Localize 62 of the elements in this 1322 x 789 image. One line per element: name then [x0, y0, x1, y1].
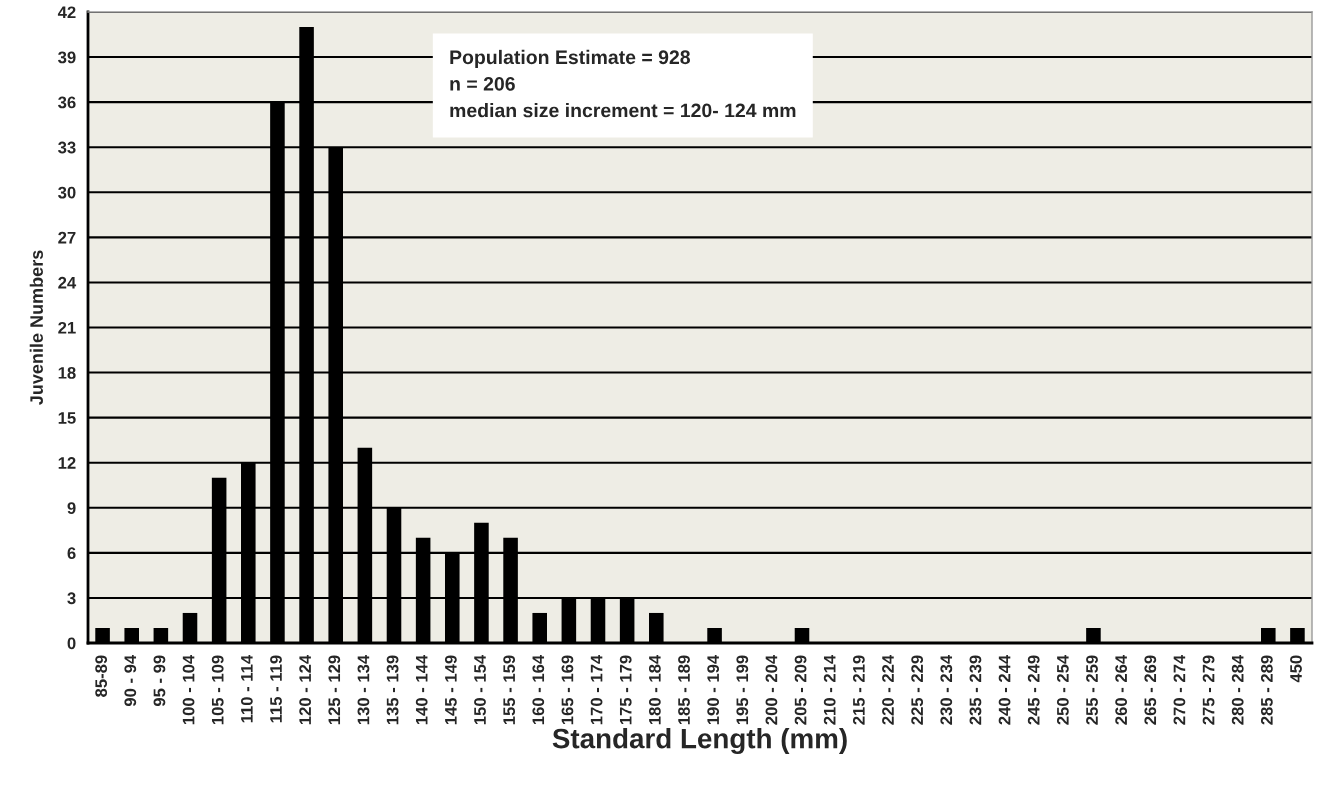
x-tick-label: 120 - 124: [299, 654, 312, 725]
y-tick-label: 30: [58, 186, 76, 199]
x-tick-label: 235 - 239: [969, 655, 982, 725]
x-tick-label: 275 - 279: [1202, 655, 1215, 725]
y-tick-label: 21: [58, 321, 76, 334]
x-tick-label: 195 - 199: [736, 655, 749, 725]
x-tick-label: 135 - 139: [386, 655, 399, 725]
y-tick-label: 24: [58, 276, 77, 289]
y-tick-label: 18: [58, 366, 76, 379]
x-tick-label: 215 - 219: [852, 655, 865, 725]
y-tick-label: 9: [67, 502, 76, 514]
x-tick-label: 220 - 224: [882, 654, 894, 725]
x-tick-label: 250 - 254: [1056, 654, 1069, 725]
annotation: median size increment = 120- 124 mm: [450, 103, 796, 118]
x-tick-label: 265 - 269: [1144, 655, 1157, 725]
x-tick-label: 130 - 134: [357, 654, 370, 725]
x-tick-label: 170 - 174: [590, 654, 603, 725]
y-tick-label: 39: [58, 51, 76, 64]
x-tick-label: 85-89: [95, 655, 108, 697]
x-tick-label: 175 - 179: [619, 655, 632, 725]
x-tick-label: 160 - 164: [532, 654, 545, 725]
y-tick-label: 15: [58, 412, 76, 424]
x-tick-label: 245 - 249: [1027, 655, 1040, 725]
x-tick-label: 225 - 229: [911, 655, 924, 725]
x-tick-label: 115 - 119: [270, 655, 282, 723]
y-tick-label: 3: [67, 592, 76, 605]
x-tick-label: 90 - 94: [124, 654, 137, 707]
y-axis-title: Juvenile Numbers: [29, 250, 43, 405]
x-tick-label: 200 - 204: [765, 654, 778, 725]
x-tick-label: 190 - 194: [707, 654, 720, 725]
y-tick-label: 12: [58, 457, 76, 469]
x-tick-label: 125 - 129: [328, 655, 341, 725]
x-axis-title: Standard Length (mm): [552, 728, 847, 755]
x-tick-label: 285 - 289: [1260, 655, 1273, 725]
y-tick-label: 36: [58, 96, 76, 109]
x-tick-label: 155 - 159: [503, 655, 516, 725]
x-tick-label: 255 - 259: [1086, 655, 1098, 725]
y-tick-label: 33: [58, 141, 76, 154]
x-tick-label: 205 - 209: [794, 655, 807, 725]
x-tick-label: 260 - 264: [1115, 654, 1128, 725]
y-tick-label: 27: [58, 231, 76, 244]
x-tick-label: 145 - 149: [444, 655, 457, 725]
y-tick-label: 0: [67, 637, 76, 650]
x-tick-label: 450: [1290, 655, 1302, 683]
x-tick-label: 230 - 234: [940, 654, 953, 725]
x-tick-label: 110 - 114: [240, 654, 253, 723]
x-tick-label: 270 - 274: [1173, 654, 1186, 725]
x-tick-label: 165 - 169: [561, 655, 574, 725]
x-tick-label: 185 - 189: [678, 655, 690, 725]
x-tick-label: 280 - 284: [1231, 654, 1244, 725]
x-tick-label: 180 - 184: [648, 654, 661, 725]
annotation: n = 206: [450, 76, 515, 91]
y-tick-label: 6: [67, 547, 76, 560]
x-tick-label: 105 - 109: [211, 655, 224, 725]
x-tick-label: 95 - 99: [153, 655, 166, 707]
annotation: Population Estimate = 928: [450, 49, 690, 68]
x-tick-label: 210 - 214: [823, 654, 836, 725]
y-tick-label: 42: [57, 6, 76, 19]
x-tick-label: 140 - 144: [415, 654, 428, 725]
x-tick-label: 150 - 154: [474, 654, 486, 725]
x-tick-label: 100 - 104: [182, 654, 195, 725]
x-tick-label: 240 - 244: [998, 654, 1011, 725]
